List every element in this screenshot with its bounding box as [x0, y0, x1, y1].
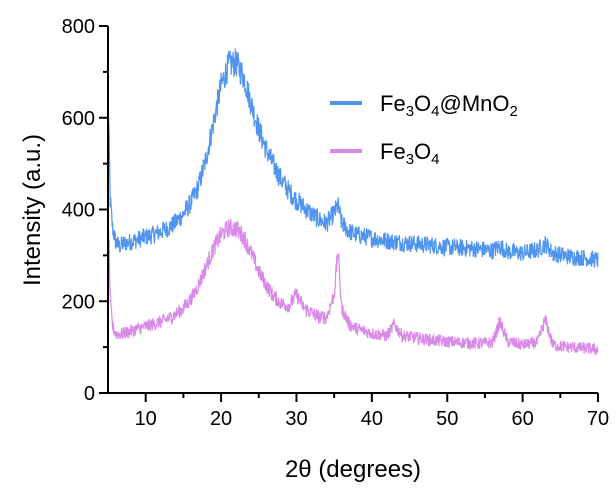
y-tick-label: 800 [62, 16, 95, 38]
x-tick-label: 30 [285, 408, 307, 430]
x-tick-label: 40 [361, 408, 383, 430]
series-line-0 [107, 48, 599, 269]
legend: Fe3O4@MnO2 Fe3O4 [330, 91, 518, 168]
y-tick-label: 600 [62, 108, 95, 130]
x-tick-label: 10 [135, 408, 157, 430]
legend-label: Fe3O4 [380, 139, 440, 168]
x-axis-title: 2θ (degrees) [285, 456, 421, 483]
y-tick-label: 200 [62, 291, 95, 313]
x-tick-label: 20 [210, 408, 232, 430]
legend-label: Fe3O4@MnO2 [380, 91, 518, 120]
x-tick-label: 70 [587, 408, 609, 430]
y-tick-label: 400 [62, 200, 95, 222]
axes [99, 25, 599, 402]
series-line-1 [107, 188, 599, 357]
tick-labels: 0 200 400 600 800 10 20 30 40 50 60 70 [62, 16, 610, 430]
x-tick-label: 60 [511, 408, 533, 430]
y-axis-title: Intensity (a.u.) [19, 134, 46, 286]
y-tick-label: 0 [84, 383, 95, 405]
series-layer [107, 48, 599, 357]
x-tick-label: 50 [436, 408, 458, 430]
